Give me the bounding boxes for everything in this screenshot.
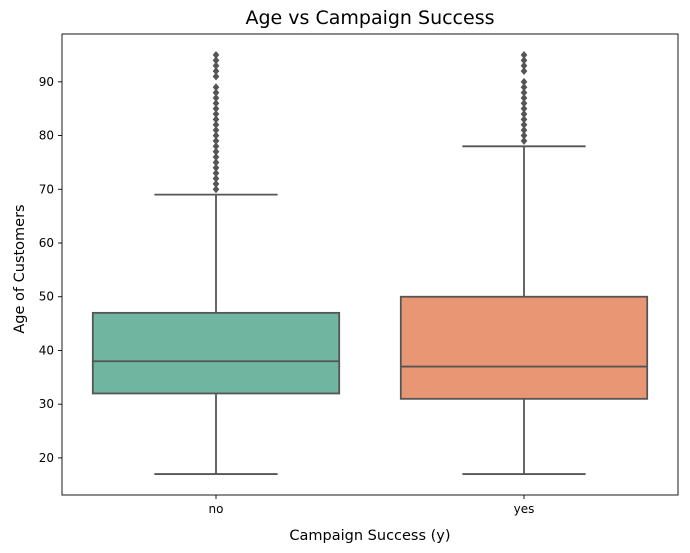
outlier-point: [520, 126, 528, 135]
outlier-point: [212, 115, 220, 124]
y-tick-label: 50: [39, 290, 54, 304]
outlier-point: [520, 67, 528, 75]
outlier-point: [212, 185, 220, 194]
outlier-point: [212, 163, 220, 172]
y-tick-label: 80: [39, 129, 54, 143]
x-tick-label: yes: [514, 502, 535, 516]
outlier-point: [520, 131, 528, 140]
chart-title: Age vs Campaign Success: [246, 7, 495, 29]
outlier-point: [520, 99, 528, 108]
outlier-point: [212, 158, 220, 167]
outlier-point: [520, 88, 528, 97]
outlier-point: [212, 169, 220, 178]
outlier-point: [212, 179, 220, 188]
outlier-point: [212, 51, 220, 59]
box-body: [91, 311, 341, 395]
outlier-point: [212, 88, 220, 97]
y-tick-label: 90: [39, 75, 54, 89]
outlier-point: [212, 83, 220, 92]
y-tick-label: 20: [39, 451, 54, 465]
y-tick-label: 70: [39, 182, 54, 196]
outlier-point: [212, 99, 220, 108]
outlier-point: [520, 110, 528, 118]
outlier-point: [212, 153, 220, 161]
outlier-point: [520, 61, 528, 70]
outlier-point: [212, 147, 220, 156]
outlier-point: [212, 142, 220, 151]
outlier-point: [520, 51, 528, 59]
box-no: [91, 51, 341, 475]
outlier-point: [520, 104, 528, 113]
outlier-point: [212, 174, 220, 183]
outlier-point: [520, 115, 528, 124]
outlier-point: [212, 137, 220, 145]
outlier-point: [520, 56, 528, 65]
outlier-point: [212, 67, 220, 75]
outlier-point: [520, 77, 528, 86]
plot-area: [91, 51, 649, 475]
box-body: [399, 295, 649, 400]
box-yes: [399, 51, 649, 475]
outlier-point: [212, 120, 220, 129]
outlier-point: [212, 72, 220, 81]
outlier-point: [212, 104, 220, 113]
outlier-point: [520, 94, 528, 102]
y-tick-label: 30: [39, 397, 54, 411]
axes: 20 30 40 50 60 70 80 90 no yes: [39, 75, 535, 516]
outlier-point: [212, 126, 220, 135]
x-axis-label: Campaign Success (y): [289, 528, 450, 544]
y-axis-label: Age of Customers: [12, 204, 28, 333]
outlier-point: [212, 61, 220, 70]
outlier-point: [212, 94, 220, 102]
outlier-point: [212, 56, 220, 65]
outlier-point: [520, 83, 528, 92]
outlier-point: [520, 120, 528, 129]
outlier-point: [212, 131, 220, 140]
plot-frame: [61, 33, 679, 496]
x-tick-label: no: [209, 502, 224, 516]
outlier-point: [212, 110, 220, 118]
outlier-point: [520, 137, 528, 145]
y-tick-label: 60: [39, 236, 54, 250]
y-tick-label: 40: [39, 343, 54, 357]
